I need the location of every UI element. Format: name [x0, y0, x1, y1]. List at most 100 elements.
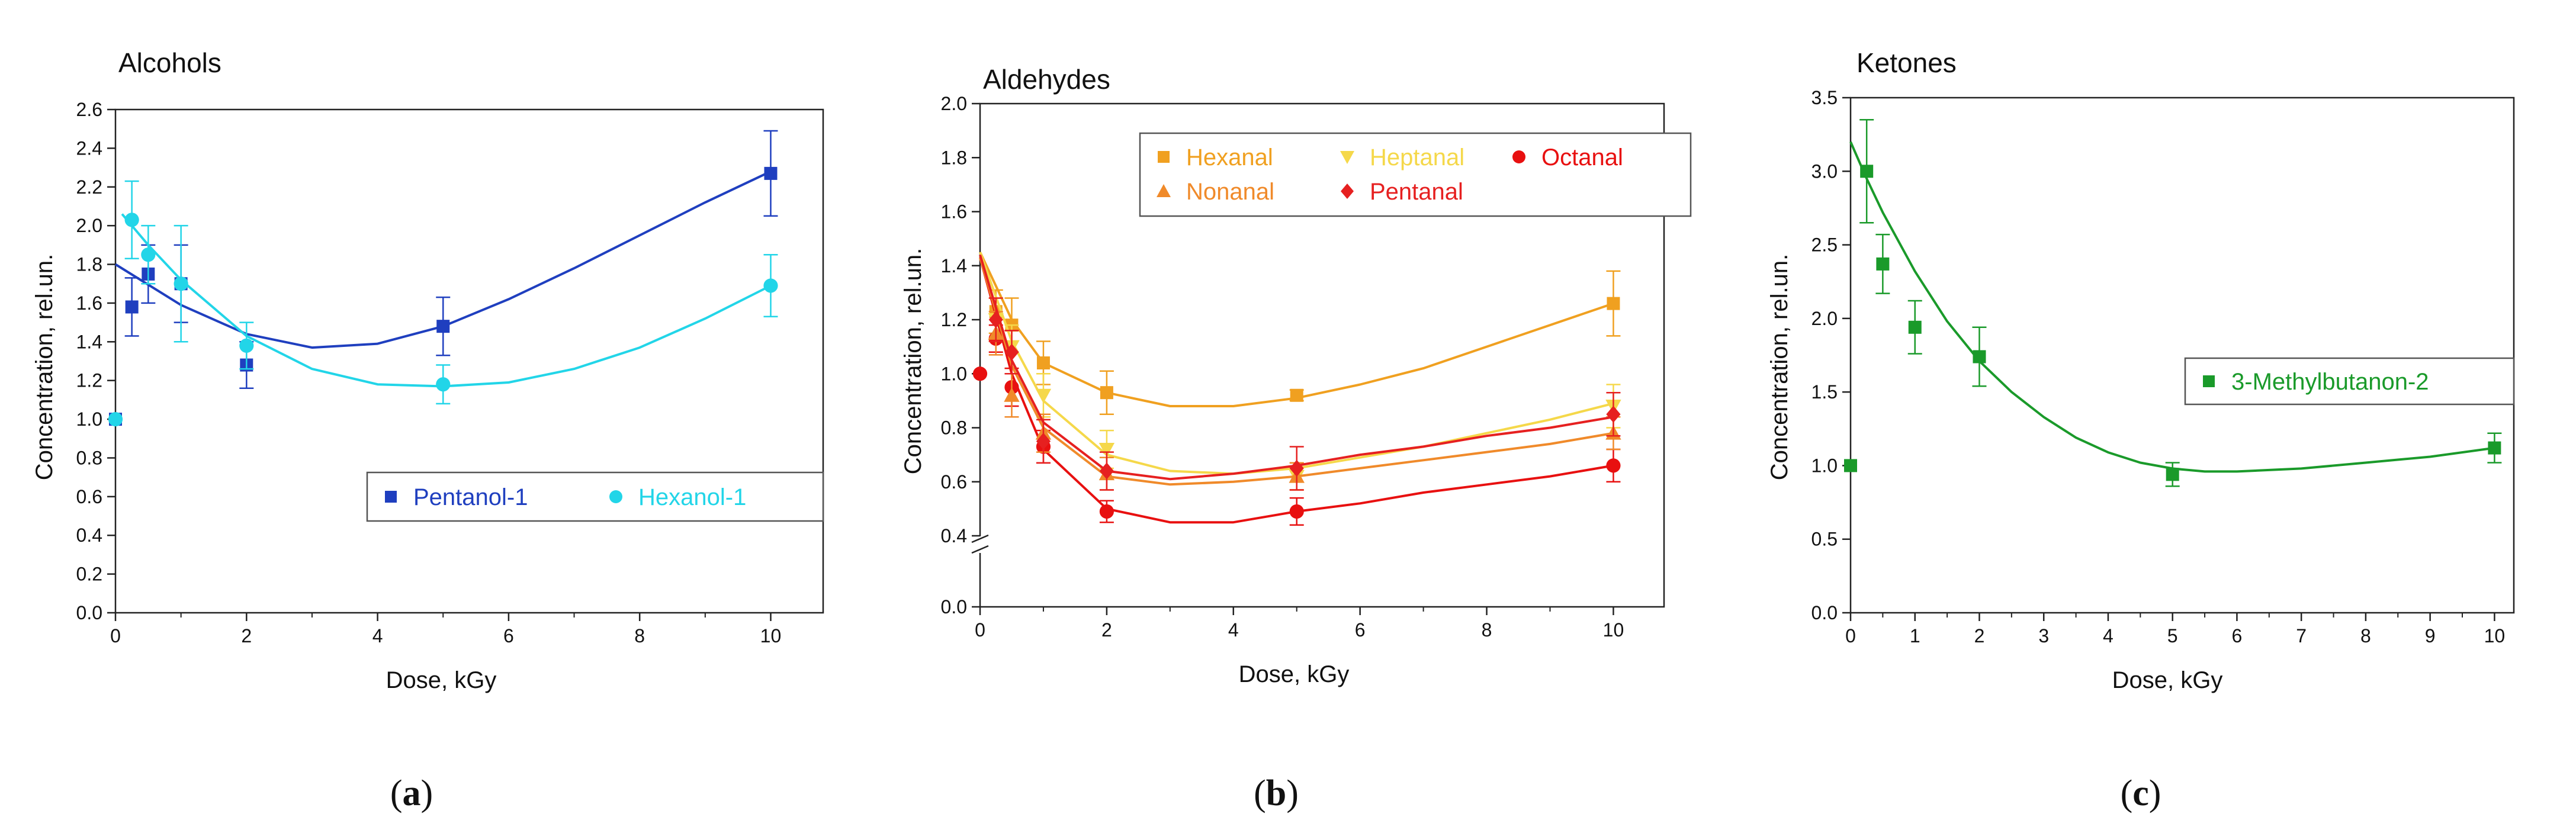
data-point-hexanol-1 [124, 213, 139, 227]
x-axis-label-aldehydes: Dose, kGy [1239, 661, 1350, 687]
y-tick-label: 1.6 [941, 201, 967, 223]
y-tick-label: 2.0 [941, 93, 967, 114]
fit-curve-pentanal [979, 254, 1614, 481]
y-axis-label-alcohols: Concentration, rel.un. [31, 254, 57, 480]
legend-label-3-methylbutanon-2: 3-Methylbutanon-2 [2231, 369, 2429, 395]
legend-ketones: 3-Methylbutanon-2 [2184, 357, 2515, 406]
legend-box-alcohols [366, 471, 824, 522]
chart-title-alcohols: Alcohols [118, 47, 221, 78]
legend-label-heptanal: Heptanal [1370, 144, 1464, 171]
fit-curve-heptanal [979, 252, 1614, 475]
legend-marker-pentanol-1 [385, 491, 397, 503]
legend-marker-octanal [1512, 150, 1525, 163]
y-tick-label: 0.5 [1811, 529, 1838, 550]
x-tick-label: 2 [1101, 619, 1112, 641]
data-point-hexanol-1 [239, 338, 254, 353]
data-point-pentanol-1 [764, 166, 778, 180]
data-point-3-methylbutanon-2 [1876, 257, 1890, 271]
y-tick-label: 0.4 [76, 525, 102, 546]
series-hexanol-1 [108, 180, 778, 427]
x-tick-label: 7 [2296, 625, 2307, 647]
data-point-heptanal [1035, 388, 1052, 403]
x-tick-label: 6 [503, 625, 514, 647]
x-tick-label: 2 [1974, 625, 1985, 647]
chart-title-ketones: Ketones [1856, 47, 1957, 78]
data-point-3-methylbutanon-2 [1844, 459, 1857, 472]
data-point-octanal [1099, 504, 1114, 519]
legend-marker-hexanal [1158, 151, 1170, 163]
legend-marker-hexanol-1 [609, 490, 622, 503]
fit-curve-hexanol-1 [121, 213, 772, 388]
legend-marker-heptanal [1340, 151, 1354, 164]
x-tick-label: 4 [372, 625, 383, 647]
fit-curve-hexanal [979, 252, 1614, 407]
y-tick-label: 1.4 [76, 331, 102, 352]
data-point-hexanol-1 [436, 377, 451, 392]
y-axis-label-ketones: Concentration, rel.un. [1766, 254, 1793, 480]
y-tick-label: 1.8 [76, 254, 102, 275]
y-tick-label: 1.5 [1811, 381, 1838, 403]
legend-label-pentanol-1: Pentanol-1 [413, 484, 528, 510]
chart-aldehydes: Aldehydes 0 2 4 6 8 10 0.0 0.4 0.6 0.8 1.0 1.2 1.4 1.… [900, 64, 1692, 813]
data-point-hexanol-1 [763, 278, 778, 293]
y-tick-label: 0.0 [941, 596, 967, 617]
plot-frame-aldehydes [979, 102, 1665, 608]
y-tick-label: 2.2 [76, 176, 102, 198]
y-tick-label: 1.0 [1811, 455, 1838, 476]
data-point-pentanal [988, 311, 1003, 329]
caption-b: (b) [1254, 773, 1299, 813]
y-tick-label: 2.5 [1811, 234, 1838, 256]
data-point-hexanol-1 [141, 247, 156, 262]
data-point-octanal [972, 366, 988, 381]
axes-alcohols: 0 2 4 6 8 10 0.0 0.2 0.4 0.6 0.8 1.0 1.2 1.4 1.6 1.8 2.0… [76, 99, 824, 647]
x-axis-label-alcohols: Dose, kGy [386, 667, 497, 693]
y-tick-label: 1.8 [941, 147, 967, 168]
data-point-3-methylbutanon-2 [2488, 441, 2501, 455]
x-tick-label: 9 [2425, 625, 2436, 647]
legend-marker-3-methylbutanon-2 [2203, 375, 2215, 387]
data-point-3-methylbutanon-2 [1973, 350, 1986, 364]
x-axis-label-ketones: Dose, kGy [2112, 667, 2223, 693]
data-point-3-methylbutanon-2 [2166, 468, 2179, 481]
series-pentanal [979, 254, 1621, 491]
data-point-hexanol-1 [174, 276, 188, 291]
axis-break-mark [971, 545, 989, 554]
legend-marker-nonanal [1157, 184, 1171, 197]
y-tick-label: 1.4 [941, 255, 967, 276]
chart-title-aldehydes: Aldehydes [983, 64, 1110, 95]
legend-alcohols: Pentanol-1 Hexanol-1 [366, 471, 824, 522]
legend-marker-pentanal [1341, 184, 1354, 199]
legend-label-pentanal: Pentanal [1370, 179, 1463, 205]
data-point-3-methylbutanon-2 [1908, 320, 1922, 334]
y-tick-label: 0.2 [76, 564, 102, 585]
y-tick-label: 0.6 [941, 471, 967, 493]
x-tick-label: 4 [2103, 625, 2114, 647]
legend-label-hexanal: Hexanal [1186, 144, 1273, 171]
x-tick-label: 1 [1910, 625, 1920, 647]
y-tick-label: 0.0 [1811, 602, 1838, 623]
x-tick-label: 0 [1845, 625, 1856, 647]
y-tick-label: 0.6 [76, 486, 102, 507]
data-point-pentanal [1099, 462, 1114, 480]
chart-ketones: Ketones 0 1 2 3 4 5 6 7 8 9 10 0.0 0.5 1.0 1.5 2.0 2.5 3.… [1766, 47, 2515, 813]
data-point-3-methylbutanon-2 [1860, 165, 1874, 178]
legend-aldehydes: Hexanal Heptanal Octanal Nonanal Pentanal [1139, 132, 1692, 217]
y-axis-label-aldehydes: Concentration, rel.un. [900, 248, 926, 474]
data-point-hexanol-1 [108, 411, 123, 427]
data-point-octanal [1606, 458, 1621, 473]
data-point-octanal [1289, 504, 1304, 519]
series-nonanal [979, 257, 1621, 491]
y-tick-label: 3.0 [1811, 160, 1838, 182]
data-point-heptanal [1099, 443, 1115, 458]
legend-box-aldehydes [1139, 132, 1692, 217]
data-point-hexanal [1607, 297, 1620, 310]
x-tick-label: 4 [1228, 619, 1239, 641]
x-tick-label: 5 [2167, 625, 2178, 647]
data-point-pentanal [1004, 343, 1019, 361]
y-tick-label: 0.8 [76, 447, 102, 468]
data-point-hexanal [1036, 356, 1050, 369]
y-tick-label: 1.0 [941, 363, 967, 384]
axis-break-mark [971, 534, 989, 543]
caption-c: (c) [2121, 773, 2161, 813]
